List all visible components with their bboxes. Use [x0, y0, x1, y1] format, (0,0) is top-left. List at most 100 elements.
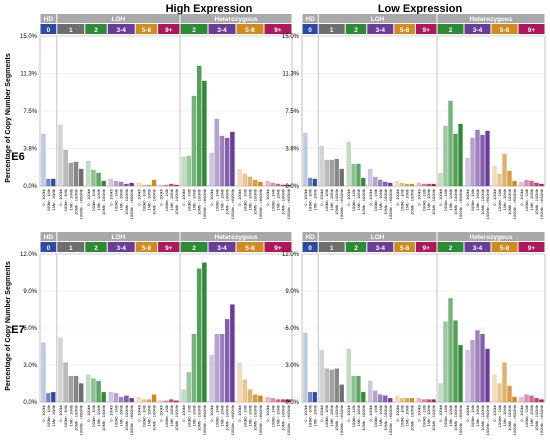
bar [73, 375, 79, 403]
class-header [40, 24, 57, 34]
bar [265, 180, 270, 187]
x-tick-label: 1Mb - 10Mb [220, 404, 225, 426]
bar [329, 369, 334, 403]
class-header-label: 5-8 [142, 245, 152, 252]
x-tick-label: 100Mb - >600Mb [79, 404, 84, 435]
column-title-low: Low Expression [378, 3, 463, 15]
class-header [208, 242, 236, 252]
y-axis-label-e6: Percentage of Copy Number Segments [5, 53, 12, 183]
class-header-label: 5-8 [142, 27, 152, 34]
bar [346, 348, 351, 403]
bar [219, 135, 225, 187]
x-tick-label: 10Mb - 100Mb [507, 188, 512, 215]
bar [404, 398, 410, 403]
bar [91, 169, 96, 187]
bar [174, 184, 179, 187]
group-header-label: HD [44, 16, 54, 23]
group-header-hd [302, 232, 318, 241]
x-tick-label: 100Mb - >600Mb [458, 404, 463, 435]
x-tick-label: 0 - 100kb [41, 404, 46, 421]
class-header [264, 24, 292, 34]
class-header-label: 5-8 [500, 245, 510, 252]
bar [78, 168, 84, 187]
bar [480, 334, 485, 403]
x-tick-label: 0 - 100kb [395, 404, 400, 421]
y-tick-label: 3.8% [23, 147, 37, 153]
bar [214, 118, 220, 187]
bar [136, 396, 141, 403]
x-tick-label: 1Mb - 10Mb [448, 188, 453, 210]
x-tick-label: 1Mb - 10Mb [248, 188, 253, 210]
bar [400, 398, 405, 403]
bar [51, 178, 56, 187]
x-tick-label: 1Mb - 10Mb [119, 404, 124, 426]
x-tick-label: 1Mb - 10Mb [405, 404, 410, 426]
bar [202, 80, 207, 187]
x-tick-label: 10Mb - 100Mb [174, 404, 179, 431]
x-tick-label: 100Mb - >600Mb [458, 188, 463, 219]
bar [169, 399, 174, 403]
class-header [57, 24, 85, 34]
bar [485, 348, 490, 403]
x-tick-label: 1Mb - 10Mb [448, 404, 453, 426]
bar [118, 181, 124, 187]
bar [141, 399, 147, 403]
x-tick-label: 1Mb - 10Mb [169, 188, 174, 210]
bar [237, 362, 242, 403]
x-tick-label: 0 - 100kb [492, 404, 497, 421]
bar [280, 399, 286, 403]
class-header-label: 9+ [165, 245, 173, 252]
bar [319, 145, 324, 187]
bar [524, 394, 529, 403]
bar [242, 379, 248, 403]
bar [151, 179, 157, 187]
class-header [394, 24, 415, 34]
class-header-label: 5-8 [245, 245, 255, 252]
x-tick-label: 100Mb - >600Mb [202, 404, 207, 435]
x-tick-label: 10Mb - 100Mb [174, 188, 179, 215]
group-header-label: Heterozygous [215, 16, 258, 23]
group-header-label: LOH [112, 16, 126, 23]
x-tick-label: 100kb - 1Mb [91, 188, 96, 211]
bar [46, 393, 51, 403]
bar [470, 137, 475, 187]
bar [265, 396, 270, 403]
x-tick-label: 100kb - 1Mb [400, 404, 405, 427]
bar [421, 183, 426, 187]
group-header-hd [302, 14, 318, 23]
x-tick-label: 100Mb - >600Mb [286, 188, 291, 219]
bar [529, 180, 534, 187]
x-tick-label: 100kb - 1Mb [214, 404, 219, 427]
x-tick-label: 100Mb - >600Mb [388, 188, 393, 219]
bar [181, 389, 186, 403]
x-tick-label: 10Mb - 100Mb [409, 404, 414, 431]
x-tick-label: 1Mb - 10Mb [192, 188, 197, 210]
x-tick-label: 1Mb - 10Mb [51, 404, 56, 426]
x-tick-label: 100kb - 1Mb [46, 404, 51, 427]
bar [426, 183, 431, 187]
class-header-label: 0 [47, 27, 51, 34]
x-tick-label: 10Mb - 100Mb [361, 404, 366, 431]
class-header [158, 242, 180, 252]
bar [124, 183, 129, 187]
bar [58, 124, 63, 187]
bar [492, 165, 497, 187]
bar [507, 170, 512, 187]
x-tick-label: 100Mb - >600Mb [230, 404, 235, 435]
x-tick-label: 100kb - 1Mb [214, 188, 219, 211]
class-header-label: 2 [354, 27, 358, 34]
panel-e7-high-expression: HD LOH Heterozygous 0 1 2 3-4 5-8 9+ 2 3-4 5-8 9+ 0.0… [20, 232, 293, 435]
bar [51, 391, 56, 403]
bar [46, 178, 51, 187]
class-header [236, 24, 264, 34]
x-tick-label: 100Mb - >600Mb [539, 404, 544, 435]
x-tick-label: 10Mb - 100Mb [124, 404, 129, 431]
bar [334, 368, 339, 403]
bar [465, 157, 470, 187]
class-header [135, 242, 158, 252]
group-header-label: LOH [371, 234, 385, 241]
bar [383, 395, 388, 403]
y-tick-label: 0.0% [23, 400, 37, 406]
bar [351, 163, 356, 187]
bar [286, 399, 291, 403]
